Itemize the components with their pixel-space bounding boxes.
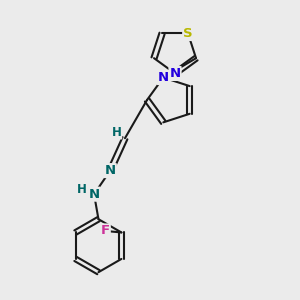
Text: N: N — [105, 164, 116, 177]
Text: N: N — [169, 67, 181, 80]
Text: N: N — [88, 188, 100, 201]
Text: H: H — [112, 126, 122, 139]
Text: H: H — [77, 183, 87, 196]
Text: S: S — [183, 27, 193, 40]
Text: F: F — [101, 224, 110, 238]
Text: N: N — [158, 71, 169, 84]
